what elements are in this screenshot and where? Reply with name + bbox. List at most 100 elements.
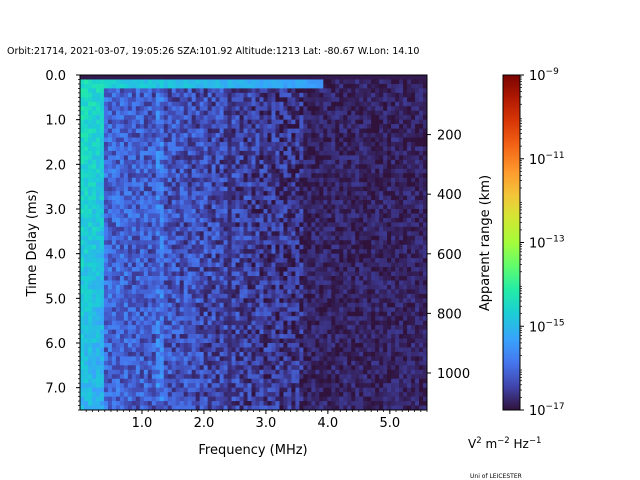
heatmap-cell bbox=[263, 106, 269, 112]
heatmap-cell bbox=[215, 231, 221, 237]
heatmap-cell bbox=[383, 133, 388, 139]
heatmap-cell bbox=[359, 101, 364, 107]
heatmap-cell bbox=[195, 226, 201, 232]
heatmap-cell bbox=[275, 213, 281, 219]
heatmap-cell bbox=[359, 177, 364, 183]
heatmap-cell bbox=[123, 311, 129, 317]
heatmap-cell bbox=[231, 150, 237, 156]
heatmap-cell bbox=[159, 258, 165, 264]
heatmap-cell bbox=[171, 280, 177, 286]
heatmap-cell bbox=[87, 128, 93, 134]
heatmap-cell bbox=[95, 191, 101, 197]
heatmap-cell bbox=[339, 177, 344, 183]
heatmap-cell bbox=[171, 155, 177, 161]
heatmap-cell bbox=[255, 302, 261, 308]
heatmap-cell bbox=[263, 142, 269, 148]
heatmap-cell bbox=[163, 222, 169, 228]
heatmap-cell bbox=[95, 159, 101, 165]
heatmap-cell bbox=[223, 249, 229, 255]
heatmap-cell bbox=[183, 195, 189, 201]
heatmap-cell bbox=[335, 276, 340, 282]
heatmap-cell bbox=[283, 276, 288, 282]
heatmap-cell bbox=[163, 231, 169, 237]
heatmap-cell bbox=[167, 191, 173, 197]
heatmap-cell bbox=[171, 244, 177, 250]
heatmap-cell bbox=[263, 182, 269, 188]
heatmap-cell bbox=[263, 177, 269, 183]
heatmap-cell bbox=[119, 329, 125, 335]
heatmap-cell bbox=[343, 231, 348, 237]
heatmap-cell bbox=[80, 191, 85, 197]
heatmap-cell bbox=[287, 79, 292, 85]
heatmap-cell bbox=[223, 191, 229, 197]
heatmap-cell bbox=[391, 101, 396, 107]
heatmap-cell bbox=[123, 133, 129, 139]
heatmap-cell bbox=[379, 186, 384, 192]
heatmap-cell bbox=[131, 168, 137, 174]
heatmap-cell bbox=[195, 284, 201, 290]
heatmap-cell bbox=[363, 177, 368, 183]
heatmap-cell bbox=[83, 258, 89, 264]
heatmap-cell bbox=[151, 79, 157, 85]
heatmap-cell bbox=[315, 209, 320, 215]
heatmap-cell bbox=[143, 97, 149, 103]
heatmap-cell bbox=[415, 258, 420, 264]
heatmap-cell bbox=[299, 195, 304, 201]
heatmap-cell bbox=[363, 142, 368, 148]
heatmap-cell bbox=[179, 217, 185, 223]
heatmap-cell bbox=[307, 79, 312, 85]
heatmap-cell bbox=[159, 329, 165, 335]
heatmap-cell bbox=[319, 182, 324, 188]
heatmap-cell bbox=[207, 298, 213, 304]
heatmap-cell bbox=[171, 191, 177, 197]
heatmap-cell bbox=[295, 209, 300, 215]
heatmap-cell bbox=[295, 325, 300, 331]
heatmap-cell bbox=[159, 217, 165, 223]
heatmap-cell bbox=[311, 258, 316, 264]
heatmap-cell bbox=[279, 284, 285, 290]
heatmap-cell bbox=[423, 159, 427, 165]
heatmap-cell bbox=[367, 97, 372, 103]
heatmap-cell bbox=[175, 307, 181, 313]
heatmap-cell bbox=[223, 79, 229, 85]
heatmap-cell bbox=[243, 92, 249, 98]
heatmap-cell bbox=[299, 302, 304, 308]
heatmap-cell bbox=[283, 177, 288, 183]
heatmap-cell bbox=[235, 217, 241, 223]
heatmap-cell bbox=[99, 110, 105, 116]
heatmap-cell bbox=[351, 235, 356, 241]
heatmap-cell bbox=[343, 110, 348, 116]
heatmap-cell bbox=[119, 325, 125, 331]
heatmap-cell bbox=[307, 244, 312, 250]
heatmap-cell bbox=[80, 159, 85, 165]
heatmap-cell bbox=[219, 217, 225, 223]
heatmap-cell bbox=[403, 119, 408, 125]
heatmap-cell bbox=[259, 253, 265, 259]
heatmap-cell bbox=[415, 191, 420, 197]
heatmap-cell bbox=[303, 200, 308, 206]
heatmap-cell bbox=[399, 88, 404, 94]
heatmap-cell bbox=[179, 159, 185, 165]
heatmap-cell bbox=[227, 75, 233, 81]
heatmap-cell bbox=[279, 271, 285, 277]
heatmap-cell bbox=[399, 195, 404, 201]
heatmap-cell bbox=[139, 204, 145, 210]
heatmap-cell bbox=[367, 191, 372, 197]
heatmap-cell bbox=[391, 159, 396, 165]
heatmap-cell bbox=[83, 182, 89, 188]
heatmap-cell bbox=[403, 195, 408, 201]
heatmap-cell bbox=[251, 92, 257, 98]
heatmap-cell bbox=[91, 119, 97, 125]
heatmap-cell bbox=[199, 258, 205, 264]
heatmap-cell bbox=[259, 155, 265, 161]
heatmap-cell bbox=[303, 119, 308, 125]
heatmap-cell bbox=[275, 200, 281, 206]
heatmap-cell bbox=[323, 142, 328, 148]
heatmap-cell bbox=[315, 128, 320, 134]
heatmap-cell bbox=[155, 271, 161, 277]
heatmap-cell bbox=[239, 302, 245, 308]
heatmap-cell bbox=[307, 142, 312, 148]
heatmap-cell bbox=[103, 168, 109, 174]
heatmap-cell bbox=[163, 329, 169, 335]
heatmap-cell bbox=[247, 128, 253, 134]
